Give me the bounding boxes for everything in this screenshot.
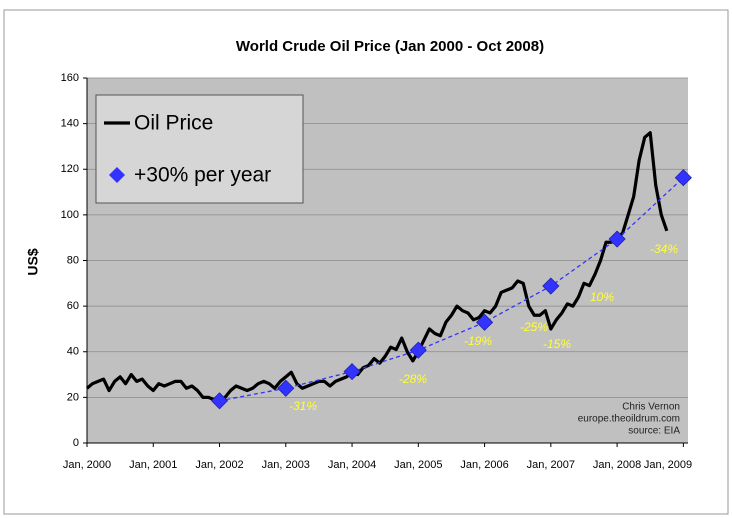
annotation: -34% <box>650 242 678 256</box>
y-tick-label: 40 <box>67 346 79 358</box>
diamond-marker <box>409 341 427 359</box>
legend-label: +30% per year <box>134 164 271 187</box>
x-tick-label: Jan, 2001 <box>129 459 177 471</box>
annotation: -28% <box>399 372 427 386</box>
diamond-marker <box>674 169 692 187</box>
y-tick-label: 80 <box>67 254 79 266</box>
legend-box <box>95 94 304 204</box>
annotation: -15% <box>543 337 571 351</box>
y-tick-label: 120 <box>61 163 79 175</box>
chart-title: World Crude Oil Price (Jan 2000 - Oct 20… <box>236 38 544 55</box>
x-tick-label: Jan, 2005 <box>394 459 442 471</box>
annotation: 10% <box>590 290 614 304</box>
diamond-marker <box>476 313 494 331</box>
legend-marker <box>109 167 125 183</box>
annotation: -25% <box>520 320 548 334</box>
x-tick-label: Jan, 2009 <box>644 459 692 471</box>
annotation: -31% <box>289 399 317 413</box>
y-tick-label: 60 <box>67 300 79 312</box>
x-tick-label: Jan, 2003 <box>262 459 310 471</box>
y-tick-label: 140 <box>61 118 79 130</box>
series-line <box>219 177 684 402</box>
series-line <box>85 131 669 404</box>
x-tick-label: Jan, 2002 <box>195 459 243 471</box>
x-tick-label: Jan, 2007 <box>527 459 575 471</box>
y-tick-label: 20 <box>67 391 79 403</box>
diamond-marker <box>210 392 229 410</box>
legend-label: Oil Price <box>134 112 213 135</box>
diamond-marker <box>542 277 560 295</box>
x-tick-label: Jan, 2000 <box>63 459 111 471</box>
diamond-marker <box>277 379 295 397</box>
annotation: -19% <box>464 334 492 348</box>
y-tick-label: 0 <box>73 437 79 449</box>
diamond-marker <box>608 230 626 248</box>
y-axis-label: US$ <box>25 248 41 275</box>
credit: Chris Vernon <box>622 402 680 413</box>
credit: source: EIA <box>628 426 680 437</box>
y-tick-label: 100 <box>61 209 79 221</box>
x-tick-label: Jan, 2004 <box>328 459 376 471</box>
x-tick-label: Jan, 2006 <box>460 459 508 471</box>
y-tick-label: 160 <box>61 72 79 84</box>
credit: europe.theoildrum.com <box>578 414 680 425</box>
x-tick-label: Jan, 2008 <box>593 459 641 471</box>
diamond-marker <box>343 363 361 381</box>
